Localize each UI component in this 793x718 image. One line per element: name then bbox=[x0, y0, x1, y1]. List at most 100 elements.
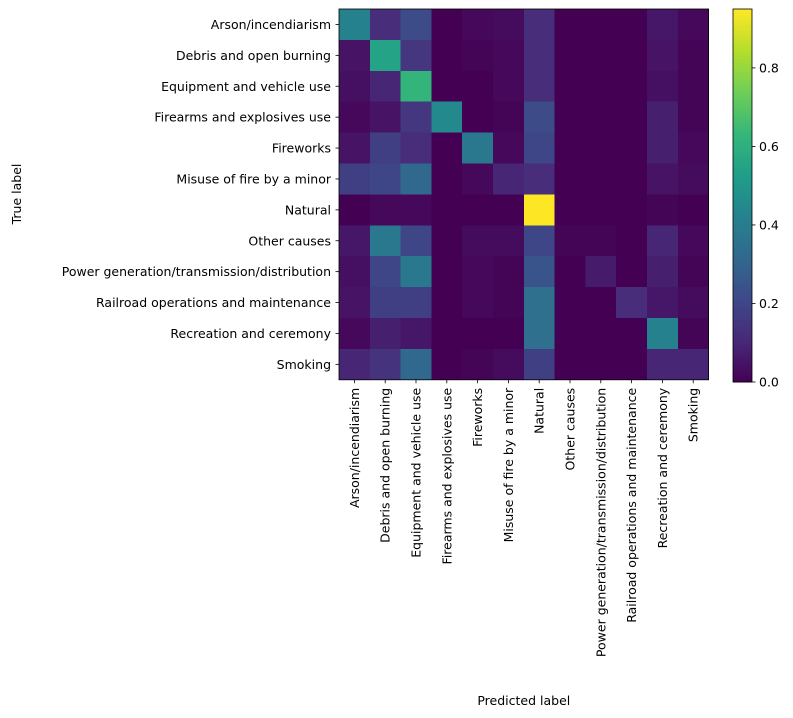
heatmap-cell bbox=[339, 318, 371, 350]
heatmap-cell bbox=[647, 70, 679, 103]
colorbar-gradient-band bbox=[733, 55, 752, 60]
heatmap-cell bbox=[462, 348, 494, 381]
colorbar-gradient-band bbox=[733, 260, 752, 265]
x-tick-label: Fireworks bbox=[470, 388, 485, 447]
colorbar-gradient-band bbox=[733, 291, 752, 296]
heatmap-cell bbox=[554, 287, 586, 319]
colorbar-gradient-band bbox=[733, 64, 752, 69]
heatmap-cell bbox=[616, 39, 648, 72]
colorbar-gradient-band bbox=[733, 142, 752, 147]
colorbar-gradient-band bbox=[733, 192, 752, 196]
heatmap-cell bbox=[616, 348, 648, 381]
colorbar-gradient-band bbox=[733, 12, 752, 16]
heatmap-cell bbox=[677, 194, 709, 226]
colorbar-gradient-band bbox=[733, 46, 752, 50]
heatmap-cell bbox=[554, 318, 586, 350]
colorbar-gradient-band bbox=[733, 372, 752, 377]
y-axis-title: True label bbox=[9, 164, 24, 226]
colorbar-frame bbox=[732, 8, 753, 383]
heatmap-cell bbox=[677, 256, 709, 288]
heatmap-cell bbox=[431, 39, 463, 72]
heatmap-cell bbox=[462, 39, 494, 72]
heatmap-cell bbox=[339, 194, 371, 226]
colorbar-gradient-band bbox=[733, 279, 752, 284]
heatmap-cell bbox=[616, 70, 648, 103]
colorbar-gradient-band bbox=[733, 360, 752, 364]
heatmap-cell bbox=[647, 39, 679, 72]
heatmap-cell bbox=[616, 194, 648, 226]
heatmap-cell bbox=[431, 318, 463, 350]
heatmap-cell bbox=[493, 194, 525, 226]
heatmap-cell bbox=[369, 318, 401, 350]
heatmap-cell bbox=[523, 132, 555, 164]
colorbar-gradient-band bbox=[733, 211, 752, 215]
y-tick-label: Debris and open burning bbox=[176, 48, 331, 63]
colorbar-gradient-band bbox=[733, 167, 752, 172]
colorbar-gradient-band bbox=[733, 226, 752, 231]
colorbar-gradient-band bbox=[733, 369, 752, 374]
x-tick-label: Railroad operations and maintenance bbox=[624, 387, 639, 622]
heatmap-cell bbox=[462, 163, 494, 195]
colorbar-gradient-band bbox=[733, 204, 752, 209]
heatmap-cell bbox=[523, 9, 555, 41]
heatmap-cell bbox=[523, 194, 555, 226]
colorbar-gradient-band bbox=[733, 335, 752, 339]
colorbar-gradient-band bbox=[733, 288, 752, 293]
heatmap-cell bbox=[493, 39, 525, 72]
heatmap-cell bbox=[462, 318, 494, 350]
colorbar-gradient-band bbox=[733, 350, 752, 355]
colorbar-gradient-band bbox=[733, 114, 752, 119]
colorbar-gradient-band bbox=[733, 214, 752, 218]
colorbar-gradient-band bbox=[733, 319, 752, 324]
heatmap-cell bbox=[585, 194, 617, 226]
heatmap-cell bbox=[400, 318, 432, 350]
heatmap-cell bbox=[523, 348, 555, 381]
heatmap-cell bbox=[400, 132, 432, 164]
colorbar-gradient-band bbox=[733, 217, 752, 221]
colorbar-gradient-band bbox=[733, 124, 752, 128]
colorbar-gradient-band bbox=[733, 176, 752, 181]
heatmap-cell bbox=[585, 348, 617, 381]
heatmap-cell bbox=[431, 101, 463, 133]
heatmap-cell bbox=[616, 101, 648, 133]
colorbar-gradient-band bbox=[733, 36, 752, 41]
colorbar-gradient-band bbox=[733, 21, 752, 26]
heatmap-cell bbox=[554, 9, 586, 41]
colorbar-gradient-band bbox=[733, 316, 752, 321]
heatmap-cell bbox=[339, 256, 371, 288]
heatmap-cell bbox=[369, 132, 401, 164]
heatmap-cell bbox=[431, 256, 463, 288]
heatmap-cell bbox=[462, 132, 494, 164]
colorbar-gradient-band bbox=[733, 294, 752, 299]
colorbar-gradient-band bbox=[733, 363, 752, 367]
x-tick-label: Firearms and explosives use bbox=[439, 387, 454, 564]
x-tick-label: Misuse of fire by a minor bbox=[501, 387, 516, 542]
colorbar-gradient-band bbox=[733, 248, 752, 252]
colorbar-gradient-band bbox=[733, 74, 752, 78]
x-tick-label: Power generation/transmission/distributi… bbox=[593, 388, 608, 657]
colorbar-gradient-band bbox=[733, 52, 752, 57]
heatmap-cell bbox=[616, 132, 648, 164]
x-tick-label: Recreation and ceremony bbox=[655, 387, 670, 548]
heatmap-cell bbox=[369, 163, 401, 195]
heatmap-cell bbox=[462, 70, 494, 103]
heatmap-cell bbox=[647, 9, 679, 41]
heatmap-cell bbox=[339, 287, 371, 319]
y-tick-label: Other causes bbox=[248, 233, 331, 248]
colorbar-gradient-band bbox=[733, 148, 752, 153]
colorbar-gradient-band bbox=[733, 235, 752, 240]
heatmap-cell bbox=[400, 348, 432, 381]
heatmap-cell bbox=[616, 9, 648, 41]
heatmap-cell bbox=[585, 39, 617, 72]
heatmap-cell bbox=[369, 287, 401, 319]
heatmap-cell bbox=[523, 163, 555, 195]
heatmap-cell bbox=[523, 70, 555, 103]
colorbar-gradient-band bbox=[733, 229, 752, 234]
heatmap-cell bbox=[554, 39, 586, 72]
heatmap-cell bbox=[462, 194, 494, 226]
colorbar-gradient-band bbox=[733, 245, 752, 249]
heatmap-cell bbox=[554, 132, 586, 164]
heatmap-cell bbox=[585, 9, 617, 41]
heatmap-cell bbox=[523, 256, 555, 288]
colorbar-gradient-band bbox=[733, 99, 752, 103]
